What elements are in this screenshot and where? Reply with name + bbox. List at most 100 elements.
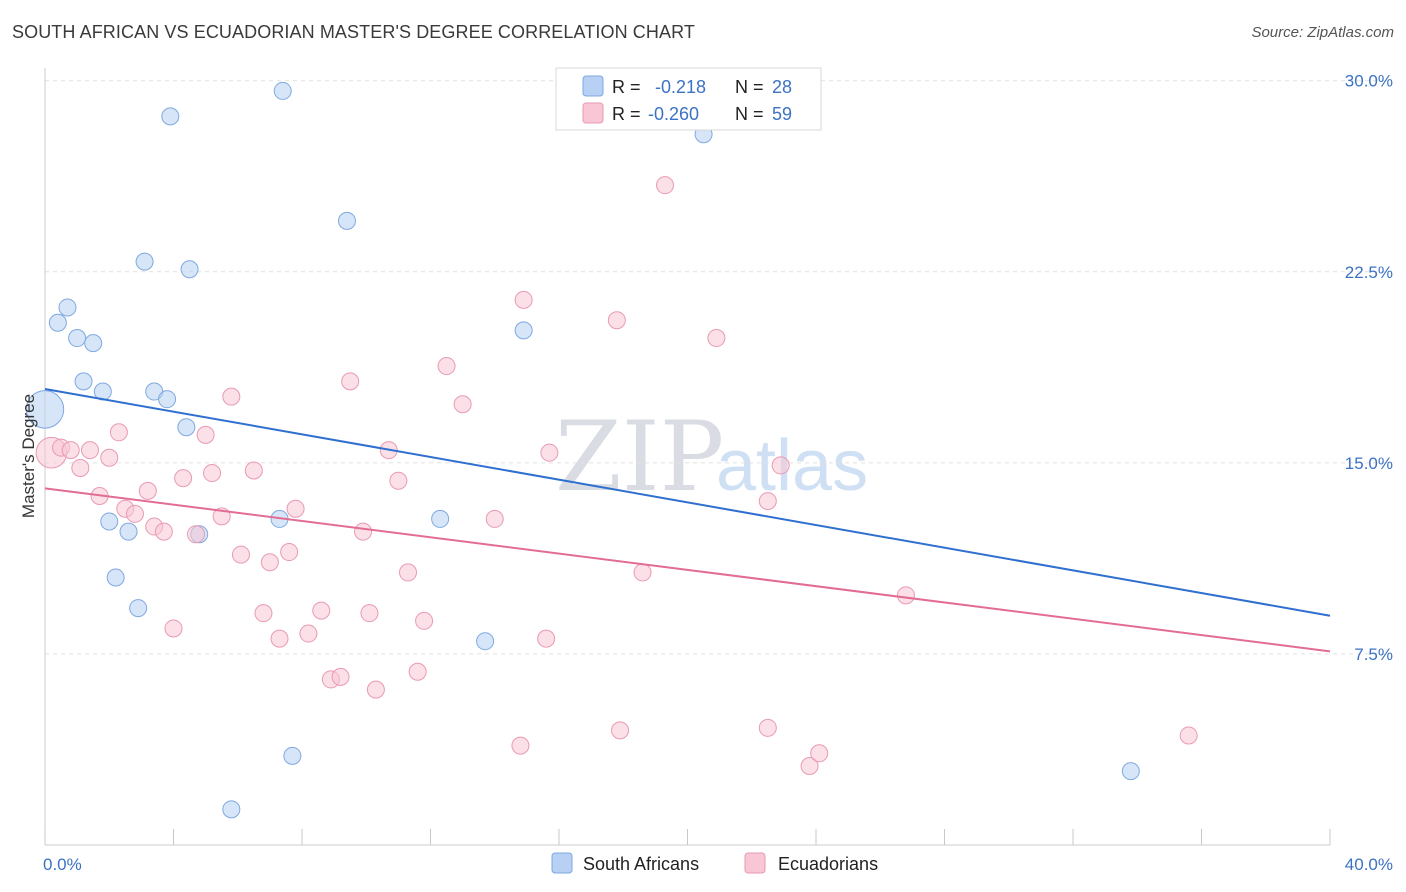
ecuadorian-point	[437, 357, 456, 376]
chart-title: SOUTH AFRICAN VS ECUADORIAN MASTER'S DEG…	[12, 22, 695, 42]
ecuadorian-point	[174, 469, 193, 488]
ecuadorian-point	[196, 425, 215, 444]
ecuadorian-point	[633, 563, 652, 582]
ecuadorian-point	[244, 461, 263, 480]
ecuadorian-point	[537, 629, 556, 648]
ecuadorian-point	[154, 522, 173, 541]
ecuadorian-point	[758, 718, 777, 737]
watermark: ZIP atlas	[555, 401, 868, 513]
ecuadorian-point	[186, 525, 205, 544]
ecuadorian-point	[260, 553, 279, 572]
source-credit: Source: ZipAtlas.com	[1251, 24, 1394, 41]
ecuadorian-point	[540, 443, 559, 462]
legend-swatch-ecuadorians	[744, 852, 766, 874]
south-african-point	[476, 632, 495, 651]
trend-lines	[44, 388, 1331, 653]
grid-lines	[45, 80, 1390, 655]
ecuadorian-point	[280, 543, 299, 562]
legend-r-value: -0.218	[655, 77, 706, 97]
south-african-point	[74, 372, 93, 391]
y-axis-label: Master's Degree	[19, 394, 38, 518]
south-african-point	[129, 599, 148, 618]
ecuadorian-point	[286, 499, 305, 518]
ecuadorian-point	[656, 176, 675, 195]
ecuadorian-point	[399, 563, 418, 582]
south-african-point	[158, 390, 177, 409]
south-african-point	[25, 390, 65, 429]
ecuadorian-point	[270, 629, 289, 648]
south-african-point	[84, 334, 103, 353]
south-african-point	[514, 321, 533, 340]
ecuadorian-point	[354, 522, 373, 541]
ecuadorian-point	[607, 311, 626, 330]
ecuadorian-point	[299, 624, 318, 643]
south-african-point	[106, 568, 125, 587]
ecuadorian-point	[109, 423, 128, 442]
stats-legend: R = -0.218 N = 28 R = -0.260 N = 59	[555, 67, 822, 131]
ecuadorians-trend-line	[44, 487, 1331, 653]
ecuadorian-point	[707, 329, 726, 348]
y-tick-label: 7.5%	[1354, 645, 1393, 664]
south-african-point	[1121, 762, 1140, 781]
ecuadorian-point	[389, 471, 408, 490]
ecuadorian-point	[71, 458, 90, 477]
ecuadorian-point	[254, 604, 273, 623]
series-legend: South Africans Ecuadorians	[551, 852, 878, 874]
ecuadorian-point	[341, 372, 360, 391]
south-african-point	[177, 418, 196, 437]
south-african-point	[161, 107, 180, 126]
ecuadorian-point	[80, 441, 99, 460]
south-african-point	[135, 252, 154, 271]
tick-labels: 7.5% 15.0% 22.5% 30.0% 0.0% 40.0%	[43, 72, 1393, 874]
ecuadorian-point	[810, 744, 829, 763]
south-african-point	[68, 329, 87, 348]
south-african-point	[222, 800, 241, 819]
legend-n-value: 59	[772, 104, 792, 124]
ecuadorian-point	[61, 441, 80, 460]
south-african-point	[431, 509, 450, 528]
legend-n-label: N =	[735, 104, 764, 124]
ecuadorian-point	[896, 586, 915, 605]
legend-n-label: N =	[735, 77, 764, 97]
ecuadorian-point	[125, 504, 144, 523]
legend-swatch-ecuadorians	[582, 102, 604, 124]
ecuadorian-point	[408, 662, 427, 681]
ecuadorian-point	[611, 721, 630, 740]
legend-r-label: R =	[612, 104, 641, 124]
y-tick-label: 15.0%	[1345, 454, 1393, 473]
legend-swatch-south-africans	[582, 75, 604, 97]
x-tick-label: 40.0%	[1345, 855, 1393, 874]
south-african-point	[283, 746, 302, 765]
ecuadorian-point	[231, 545, 250, 564]
ecuadorian-point	[203, 464, 222, 483]
ecuadorian-point	[514, 290, 533, 309]
ecuadorian-point	[138, 481, 157, 500]
south-african-point	[119, 522, 138, 541]
ecuadorian-point	[312, 601, 331, 620]
south-african-point	[337, 211, 356, 230]
ecuadorian-point	[1179, 726, 1198, 745]
south-african-point	[48, 313, 67, 332]
legend-r-label: R =	[612, 77, 641, 97]
south-african-point	[100, 512, 119, 531]
south-african-point	[180, 260, 199, 279]
ecuadorian-point	[360, 604, 379, 623]
ecuadorian-point	[511, 736, 530, 755]
south-african-point	[58, 298, 77, 317]
ecuadorian-point	[800, 757, 819, 776]
x-tick-label: 0.0%	[43, 855, 82, 874]
ecuadorian-point	[758, 492, 777, 511]
legend-r-value: -0.260	[648, 104, 699, 124]
ecuadorian-point	[453, 395, 472, 414]
legend-n-value: 28	[772, 77, 792, 97]
ecuadorian-point	[771, 456, 790, 475]
south-africans-trend-line	[44, 388, 1331, 617]
ecuadorian-point	[415, 611, 434, 630]
watermark-atlas: atlas	[716, 426, 868, 506]
ecuadorian-point	[100, 448, 119, 467]
y-tick-label: 30.0%	[1345, 72, 1393, 91]
ecuadorian-point	[222, 387, 241, 406]
watermark-zip: ZIP	[555, 401, 724, 513]
ecuadorian-point	[164, 619, 183, 638]
